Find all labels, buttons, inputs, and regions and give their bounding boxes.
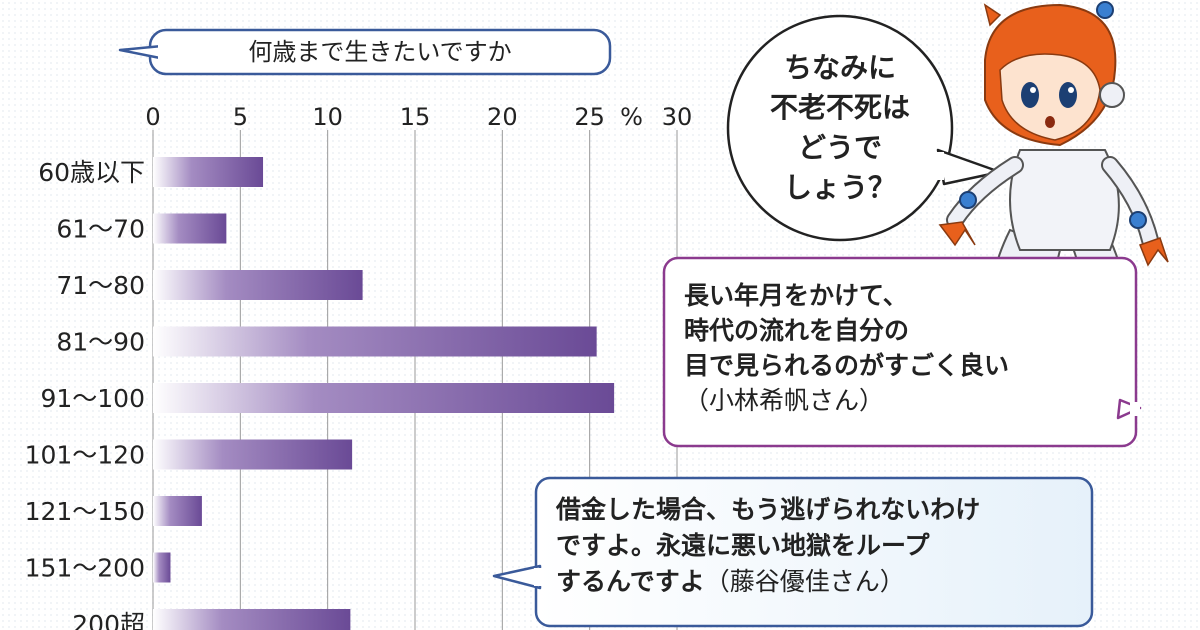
- bar: [153, 270, 363, 300]
- category-label: 101～120: [25, 441, 145, 470]
- chart-grid: [152, 130, 678, 630]
- category-label: 71～80: [56, 271, 145, 300]
- quote-1-text: 長い年月をかけて、 時代の流れを自分の 目で見られるのがすごく良い （小林希帆さ…: [684, 278, 1124, 418]
- bar: [153, 496, 202, 526]
- x-tick-label: 10: [312, 103, 343, 131]
- bar: [153, 326, 597, 357]
- quote-1-line: 目で見られるのがすごく良い: [684, 351, 1010, 380]
- x-tick-label: 20: [487, 103, 518, 131]
- quote-1-attribution: （小林希帆さん）: [684, 386, 885, 415]
- bar: [153, 157, 264, 187]
- category-label: 200超: [72, 610, 145, 630]
- bar: [153, 439, 353, 470]
- x-tick-label: 0: [145, 103, 160, 131]
- quote-bubble-1: [662, 256, 1142, 448]
- y-axis-categories: 60歳以下 61～70 71～80 81～90 91～100 101～120 121～150…: [25, 158, 145, 630]
- x-tick-label: 5: [233, 103, 248, 131]
- category-label: 60歳以下: [38, 158, 145, 187]
- quote-1-line: 時代の流れを自分の: [684, 316, 910, 345]
- x-tick-label: 25: [574, 103, 605, 131]
- bar: [153, 383, 615, 413]
- quote-2-line: 借金した場合、もう逃げられないわけ: [556, 495, 981, 524]
- quote-2-attribution: （藤谷優佳さん）: [704, 567, 905, 596]
- speech-line: 不老不死は: [769, 91, 910, 124]
- title-bubble: [118, 28, 612, 76]
- category-label: 91～100: [40, 384, 145, 413]
- category-label: 151～200: [25, 554, 145, 583]
- quote-2-last-line: するんですよ: [556, 567, 705, 596]
- quote-1-line: 長い年月をかけて、: [684, 281, 908, 310]
- speech-line: ちなみに: [783, 51, 896, 84]
- chart-title: 何歳まで生きたいですか: [248, 38, 512, 66]
- quote-2-line: するんですよ（藤谷優佳さん）: [556, 564, 1086, 600]
- robot-speech-bubble: [726, 14, 1002, 242]
- bar: [153, 552, 171, 583]
- quote-2-line: ですよ。永遠に悪い地獄をループ: [556, 531, 930, 560]
- category-label: 61～70: [56, 215, 145, 244]
- category-label: 121～150: [25, 497, 145, 526]
- speech-line: しょう？: [783, 171, 896, 204]
- bar-chart: 0 5 10 15 20 25 30% 60歳以下 61～70 71～80 81～90 91～100…: [25, 103, 692, 630]
- speech-line: どうで: [797, 131, 882, 164]
- x-tick-label: 15: [400, 103, 431, 131]
- robot-speech-text: ちなみに 不老不死は どうで しょう？: [742, 48, 938, 208]
- chart-bars: [153, 157, 615, 630]
- bar: [153, 213, 227, 244]
- quote-bubble-2: [492, 476, 1094, 628]
- category-label: 81～90: [56, 328, 145, 357]
- x-axis-ticks: 0 5 10 15 20 25 30%: [145, 103, 692, 131]
- quote-2-text: 借金した場合、もう逃げられないわけ ですよ。永遠に悪い地獄をループ するんですよ…: [556, 492, 1086, 600]
- x-axis-unit: %: [620, 103, 643, 131]
- x-tick-label: 30: [662, 103, 693, 131]
- bar: [153, 609, 351, 630]
